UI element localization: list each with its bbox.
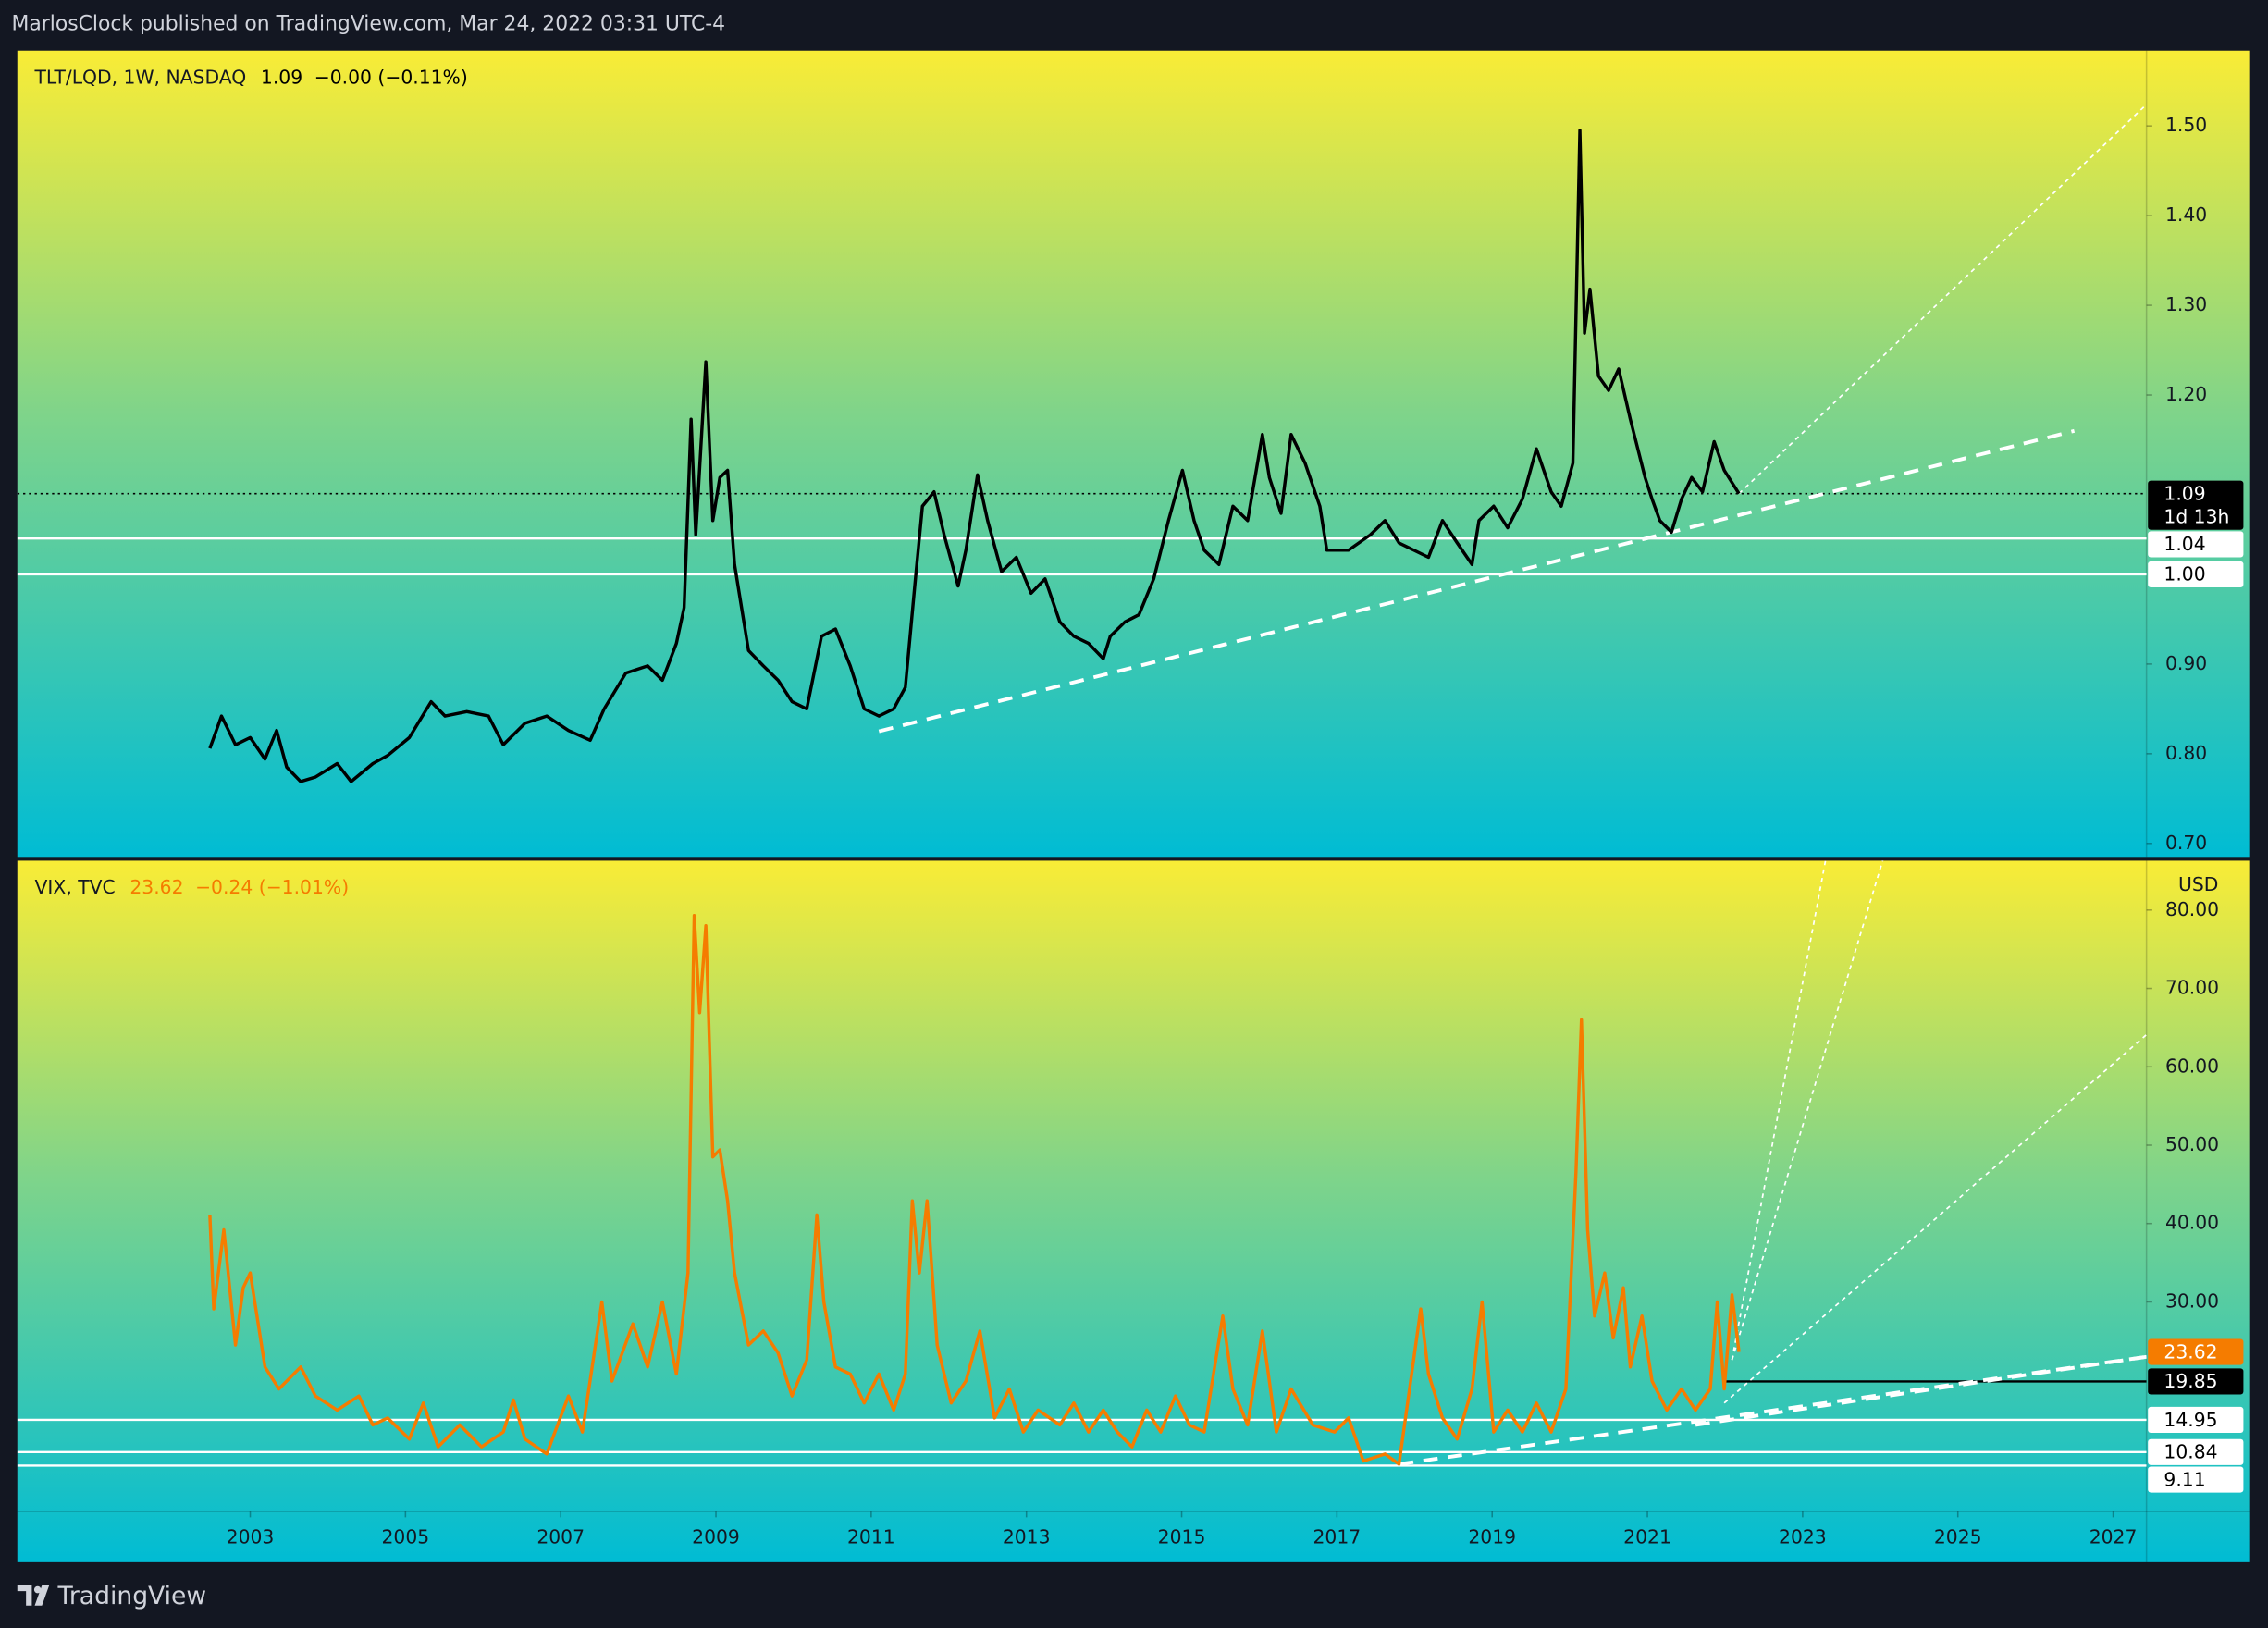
price-label: 1.00 xyxy=(2163,563,2205,586)
legend: TLT/LQD, 1W, NASDAQ 1.09 −0.00 (−0.11%) xyxy=(34,66,468,88)
y-tick-label: 0.80 xyxy=(2165,742,2207,764)
x-tick-label: 2027 xyxy=(2089,1525,2138,1548)
pane: 30.00 40.00 50.00 60.00 70.00 80.00 USD 2003 200… xyxy=(17,860,2250,1562)
trend-line xyxy=(878,428,2076,734)
publish-info: MarlosClock published on TradingView.com… xyxy=(12,13,726,36)
legend-series: VIX, TVC xyxy=(35,876,116,898)
price-label-box xyxy=(2148,1406,2244,1434)
legend-last: 23.62 xyxy=(129,876,183,898)
x-tick-label: 2003 xyxy=(227,1525,275,1548)
y-tick-label: 60.00 xyxy=(2165,1054,2219,1077)
trend-line xyxy=(1731,860,1884,1361)
y-tick-label: 40.00 xyxy=(2165,1212,2219,1234)
trend-line xyxy=(1695,1354,2147,1427)
y-tick-label: 1.20 xyxy=(2165,383,2207,405)
trend-line xyxy=(1738,104,2147,495)
trend-line xyxy=(1723,1033,2147,1404)
x-tick-label: 2011 xyxy=(847,1525,895,1548)
legend: VIX, TVC 23.62 −0.24 (−1.01%) xyxy=(35,876,350,898)
price-label: 1.09 xyxy=(2163,482,2205,504)
pane: 0.70 0.80 0.90 1.20 1.30 1.40 1.50 TLT/LQD, 1W,… xyxy=(17,50,2250,858)
legend-change: −0.24 (−1.01%) xyxy=(195,876,349,898)
price-label: 23.62 xyxy=(2163,1340,2217,1363)
price-label: 19.85 xyxy=(2163,1370,2217,1392)
y-tick-label: 50.00 xyxy=(2165,1133,2219,1155)
plot-area xyxy=(17,860,2147,1467)
logo-mark xyxy=(17,1585,50,1606)
price-label: 10.84 xyxy=(2163,1441,2217,1463)
y-tick-label: 0.90 xyxy=(2165,652,2207,674)
legend-change: −0.00 (−0.11%) xyxy=(314,66,468,88)
y-tick-label: 1.50 xyxy=(2165,114,2207,136)
legend-series: TLT/LQD, 1W, NASDAQ xyxy=(34,66,247,88)
x-tick-label: 2007 xyxy=(536,1525,585,1548)
trend-line xyxy=(1731,860,1827,1361)
countdown: 1d 13h xyxy=(2163,505,2229,527)
price-label: 9.11 xyxy=(2163,1468,2205,1490)
trend-line xyxy=(1399,1354,2147,1466)
y-tick-label: 1.40 xyxy=(2165,204,2207,226)
series-line xyxy=(208,129,1741,783)
y-tick-label: 70.00 xyxy=(2165,977,2219,999)
axis-unit: USD xyxy=(2178,873,2218,895)
y-tick-label: 1.30 xyxy=(2165,293,2207,315)
price-label-box xyxy=(2148,1438,2244,1465)
y-tick-label: 80.00 xyxy=(2165,898,2219,920)
price-label-box xyxy=(2148,1368,2244,1395)
x-tick-label: 2009 xyxy=(692,1525,740,1548)
price-label-box xyxy=(2148,1338,2244,1365)
footer-logo xyxy=(17,1585,50,1606)
price-label-box xyxy=(2148,531,2244,558)
price-label-box xyxy=(2148,561,2244,588)
pane-background xyxy=(17,860,2250,1562)
pane-background xyxy=(17,50,2250,858)
plot-area xyxy=(17,104,2147,783)
price-label-box xyxy=(2148,1466,2244,1493)
x-tick-label: 2017 xyxy=(1313,1525,1362,1548)
price-label-box xyxy=(2148,480,2244,530)
series-line xyxy=(208,914,1741,1466)
y-tick-label: 0.70 xyxy=(2165,832,2207,854)
legend-last: 1.09 xyxy=(261,66,302,88)
price-label: 14.95 xyxy=(2163,1409,2217,1431)
brand[interactable]: TradingView xyxy=(57,1582,207,1610)
x-tick-label: 2023 xyxy=(1779,1525,1827,1548)
x-tick-label: 2015 xyxy=(1158,1525,1206,1548)
y-tick-label: 30.00 xyxy=(2165,1289,2219,1312)
x-tick-label: 2013 xyxy=(1003,1525,1051,1548)
x-tick-label: 2021 xyxy=(1623,1525,1671,1548)
price-label: 1.04 xyxy=(2163,533,2205,555)
x-tick-label: 2005 xyxy=(382,1525,430,1548)
logo-dot xyxy=(33,1585,42,1594)
x-tick-label: 2019 xyxy=(1468,1525,1516,1548)
x-tick-label: 2025 xyxy=(1934,1525,1982,1548)
